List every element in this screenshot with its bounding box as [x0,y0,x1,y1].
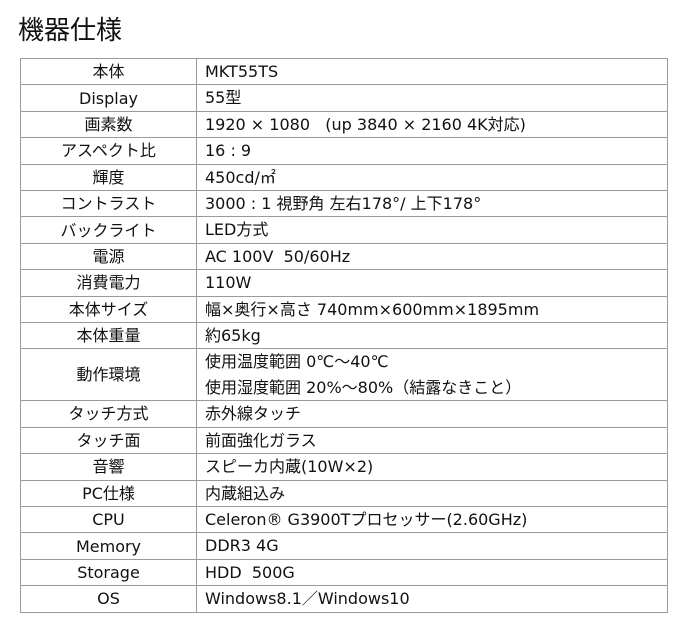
spec-row: PC仕様 内蔵組込み [20,479,668,507]
spec-value-line: スピーカ内蔵(10W×2) [205,457,374,477]
spec-value: 3000 : 1 視野角 左右178°/ 上下178° [196,190,668,218]
spec-label: アスペクト比 [20,137,197,165]
spec-label: OS [20,585,197,613]
spec-row: 電源 AC 100V 50/60Hz [20,242,668,271]
spec-row: コントラスト 3000 : 1 視野角 左右178°/ 上下178° [20,190,668,218]
spec-row: 動作環境 使用温度範囲 0℃～40℃ 使用湿度範囲 20%～80%（結露なきこと） [20,348,668,402]
spec-value: AC 100V 50/60Hz [196,242,668,271]
spec-label: 動作環境 [20,348,197,402]
spec-value: 幅×奥行×高さ 740mm×600mm×1895mm [196,295,668,324]
spec-value-line: 55型 [205,88,242,108]
spec-label: PC仕様 [20,479,197,507]
spec-row: 音響 スピーカ内蔵(10W×2) [20,453,668,481]
spec-value: Celeron® G3900Tプロセッサー(2.60GHz) [196,505,668,534]
spec-value-line: 使用湿度範囲 20%～80%（結露なきこと） [205,377,522,397]
spec-value: 使用温度範囲 0℃～40℃ 使用湿度範囲 20%～80%（結露なきこと） [196,348,668,402]
spec-value-line: 約65kg [205,326,261,346]
spec-label: タッチ方式 [20,400,197,428]
spec-value: 110W [196,269,668,297]
spec-label: 画素数 [20,110,197,139]
spec-table: 本体 MKT55TS Display 55型 画素数 1920 × 1080 (up 38… [20,57,668,613]
spec-row: 本体サイズ 幅×奥行×高さ 740mm×600mm×1895mm [20,295,668,324]
spec-value: MKT55TS [196,57,668,86]
spec-label: Display [20,84,197,112]
spec-value: 約65kg [196,322,668,350]
spec-value-line: MKT55TS [205,62,279,81]
spec-row: 本体 MKT55TS [20,57,668,86]
spec-row: タッチ面 前面強化ガラス [20,426,668,455]
spec-row: CPU Celeron® G3900Tプロセッサー(2.60GHz) [20,505,668,534]
spec-row: Storage HDD 500G [20,558,668,587]
spec-row: タッチ方式 赤外線タッチ [20,400,668,428]
spec-value-line: HDD 500G [205,562,295,582]
spec-value-line: 幅×奥行×高さ 740mm×600mm×1895mm [205,299,540,319]
spec-value: DDR3 4G [196,532,668,560]
spec-row: Memory DDR3 4G [20,532,668,560]
spec-row: 画素数 1920 × 1080 (up 3840 × 2160 4K対応) [20,110,668,139]
spec-label: Memory [20,532,197,560]
spec-row: バックライト LED方式 [20,216,668,244]
spec-value-line: 赤外線タッチ [205,404,302,424]
spec-value-line: 使用温度範囲 0℃～40℃ [205,352,389,372]
spec-value-line: Windows8.1／Windows10 [205,589,410,609]
title: 機器仕様 [18,16,123,46]
spec-row: 本体重量 約65kg [20,322,668,350]
spec-value: 55型 [196,84,668,112]
spec-label: 電源 [20,242,197,271]
spec-value-line: LED方式 [205,220,269,240]
spec-label: 音響 [20,453,197,481]
spec-value-line: 1920 × 1080 (up 3840 × 2160 4K対応) [205,114,526,134]
spec-value: 赤外線タッチ [196,400,668,428]
spec-value-line: 16 : 9 [205,141,252,161]
spec-label: バックライト [20,216,197,244]
spec-value-line: 3000 : 1 視野角 左右178°/ 上下178° [205,194,482,214]
spec-value: 前面強化ガラス [196,426,668,455]
spec-label: 本体 [20,57,197,86]
spec-label: Storage [20,558,197,587]
spec-value-line: Celeron® G3900Tプロセッサー(2.60GHz) [205,509,528,529]
spec-label: 輝度 [20,163,197,192]
spec-label: 本体重量 [20,322,197,350]
spec-row: 消費電力 110W [20,269,668,297]
spec-value-line: AC 100V 50/60Hz [205,246,351,266]
spec-value-line: DDR3 4G [205,536,279,556]
spec-value: 1920 × 1080 (up 3840 × 2160 4K対応) [196,110,668,139]
spec-value: 内蔵組込み [196,479,668,507]
spec-value-line: 内蔵組込み [205,483,286,503]
spec-row: アスペクト比 16 : 9 [20,137,668,165]
spec-value-line: 前面強化ガラス [205,430,317,450]
spec-value: LED方式 [196,216,668,244]
spec-value: HDD 500G [196,558,668,587]
spec-label: コントラスト [20,190,197,218]
spec-label: タッチ面 [20,426,197,455]
spec-value: 16 : 9 [196,137,668,165]
spec-label: CPU [20,505,197,534]
spec-label: 本体サイズ [20,295,197,324]
spec-value-line: 110W [205,273,252,293]
spec-value: Windows8.1／Windows10 [196,585,668,613]
spec-row: Display 55型 [20,84,668,112]
spec-row: 輝度 450cd/㎡ [20,163,668,192]
spec-label: 消費電力 [20,269,197,297]
spec-row: OS Windows8.1／Windows10 [20,585,668,613]
spec-value-line: 450cd/㎡ [205,167,276,187]
spec-value: 450cd/㎡ [196,163,668,192]
spec-value: スピーカ内蔵(10W×2) [196,453,668,481]
